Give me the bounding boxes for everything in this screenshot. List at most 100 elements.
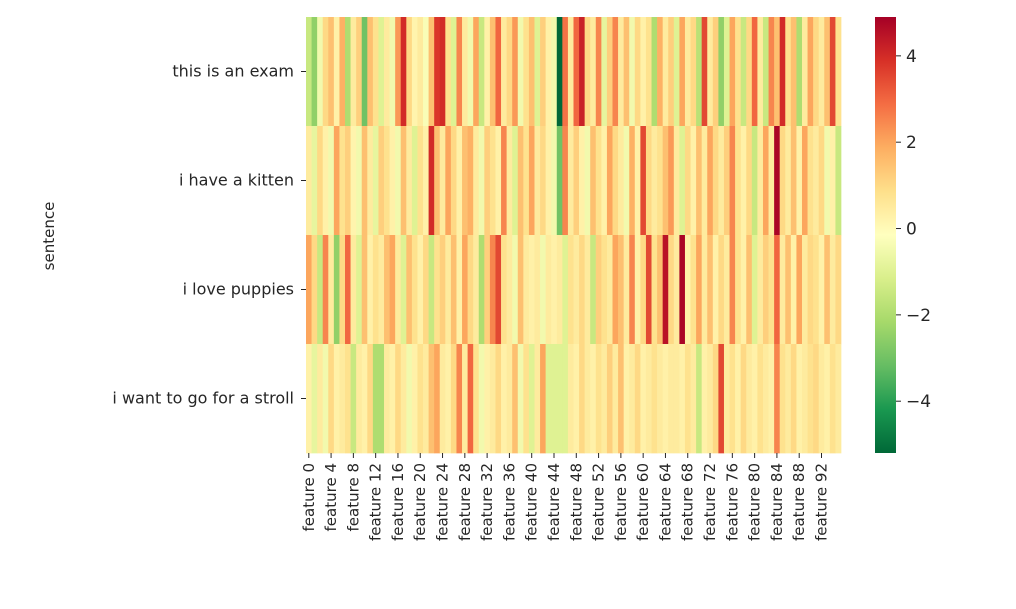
heatmap-cell bbox=[333, 126, 340, 236]
heatmap-cell bbox=[345, 344, 351, 454]
heatmap-cell bbox=[567, 235, 574, 345]
x-tick-label: feature 92 bbox=[812, 463, 830, 541]
heatmap-cell bbox=[701, 344, 708, 454]
heatmap-cell bbox=[595, 344, 602, 454]
heatmap-cell bbox=[534, 235, 541, 345]
y-tick-label: i have a kitten bbox=[179, 171, 294, 190]
heatmap-cell bbox=[668, 235, 675, 345]
heatmap-cell bbox=[696, 344, 703, 454]
heatmap-cell bbox=[450, 126, 457, 236]
heatmap-cell bbox=[757, 17, 764, 127]
heatmap-cell bbox=[718, 344, 725, 454]
heatmap-cell bbox=[740, 235, 747, 345]
heatmap-cell bbox=[779, 126, 786, 236]
heatmap-cell bbox=[668, 344, 675, 454]
heatmap-cell bbox=[824, 126, 831, 236]
heatmap-cell bbox=[467, 17, 474, 127]
heatmap-cell bbox=[306, 17, 312, 127]
heatmap-cell bbox=[595, 235, 602, 345]
heatmap-cell bbox=[378, 126, 385, 236]
heatmap-cell bbox=[707, 235, 714, 345]
heatmap-cell bbox=[534, 344, 541, 454]
heatmap-cell bbox=[573, 17, 580, 127]
heatmap-cell bbox=[428, 235, 435, 345]
heatmap-cell bbox=[506, 17, 513, 127]
heatmap-cell bbox=[417, 126, 424, 236]
heatmap-cell bbox=[556, 235, 563, 345]
heatmap-cell bbox=[645, 17, 652, 127]
heatmap-cell bbox=[517, 235, 524, 345]
heatmap-cell bbox=[540, 126, 546, 236]
heatmap-cell bbox=[751, 126, 758, 236]
heatmap-cell bbox=[824, 17, 831, 127]
heatmap-cell bbox=[762, 344, 769, 454]
colorbar-ticks: −4 −2 0 2 4 bbox=[896, 47, 931, 412]
x-tick-label: feature 36 bbox=[500, 463, 518, 541]
heatmap-cell bbox=[629, 235, 636, 345]
heatmap-cell bbox=[378, 344, 385, 454]
heatmap-cell bbox=[456, 126, 463, 236]
heatmap-cell bbox=[339, 344, 346, 454]
heatmap-cell bbox=[495, 344, 502, 454]
heatmap-cell bbox=[356, 126, 363, 236]
heatmap-cell bbox=[540, 344, 546, 454]
heatmap-cell bbox=[651, 126, 658, 236]
heatmap-cell bbox=[801, 344, 808, 454]
heatmap-cell bbox=[389, 17, 396, 127]
heatmap-cell bbox=[528, 235, 535, 345]
x-tick-label: feature 12 bbox=[367, 463, 385, 541]
heatmap-cell bbox=[384, 344, 390, 454]
heatmap-cell bbox=[768, 344, 775, 454]
heatmap-cell bbox=[551, 126, 558, 236]
heatmap-cell bbox=[785, 126, 792, 236]
heatmap-cell bbox=[501, 235, 507, 345]
heatmap-cell bbox=[729, 344, 736, 454]
heatmap-cell bbox=[829, 235, 836, 345]
heatmap-cell bbox=[540, 17, 546, 127]
heatmap-cell bbox=[467, 126, 474, 236]
heatmap-cell bbox=[618, 126, 624, 236]
heatmap-cell bbox=[395, 17, 402, 127]
heatmap-cell bbox=[562, 235, 569, 345]
heatmap-cell bbox=[774, 344, 781, 454]
heatmap-cell bbox=[612, 17, 619, 127]
heatmap-cell bbox=[551, 17, 558, 127]
heatmap-cell bbox=[595, 126, 602, 236]
heatmap-cell bbox=[367, 17, 374, 127]
heatmap-cell bbox=[606, 17, 613, 127]
heatmap-cell bbox=[350, 344, 357, 454]
y-tick-label: i want to go for a stroll bbox=[112, 389, 294, 408]
x-tick-label: feature 24 bbox=[434, 463, 452, 541]
colorbar-tick-label: 4 bbox=[906, 47, 917, 67]
heatmap-cell bbox=[590, 344, 597, 454]
x-tick-label: feature 76 bbox=[723, 463, 741, 541]
heatmap-cell bbox=[389, 344, 396, 454]
heatmap-cell bbox=[333, 344, 340, 454]
heatmap-cell bbox=[473, 344, 480, 454]
heatmap-cell bbox=[356, 17, 363, 127]
heatmap-cell bbox=[684, 17, 691, 127]
heatmap-cell bbox=[584, 235, 591, 345]
heatmap-cell bbox=[584, 126, 591, 236]
colorbar-gradient bbox=[875, 17, 896, 453]
heatmap-cell bbox=[339, 126, 346, 236]
x-tick-label: feature 60 bbox=[634, 463, 652, 541]
heatmap-cell bbox=[567, 17, 574, 127]
heatmap-cell bbox=[712, 126, 719, 236]
heatmap-cell bbox=[657, 235, 664, 345]
heatmap-cell bbox=[501, 126, 507, 236]
heatmap-cell bbox=[751, 344, 758, 454]
heatmap-cell bbox=[824, 344, 831, 454]
heatmap-cell bbox=[473, 126, 480, 236]
heatmap-cell bbox=[768, 126, 775, 236]
heatmap-cell bbox=[439, 17, 446, 127]
heatmap-cell bbox=[623, 17, 630, 127]
heatmap-cell bbox=[579, 344, 585, 454]
heatmap-cell bbox=[673, 126, 680, 236]
heatmap-cell bbox=[785, 235, 792, 345]
heatmap-cell bbox=[690, 235, 697, 345]
y-tick-label: i love puppies bbox=[183, 280, 294, 299]
heatmap-cell bbox=[317, 344, 324, 454]
heatmap-cell bbox=[601, 17, 608, 127]
